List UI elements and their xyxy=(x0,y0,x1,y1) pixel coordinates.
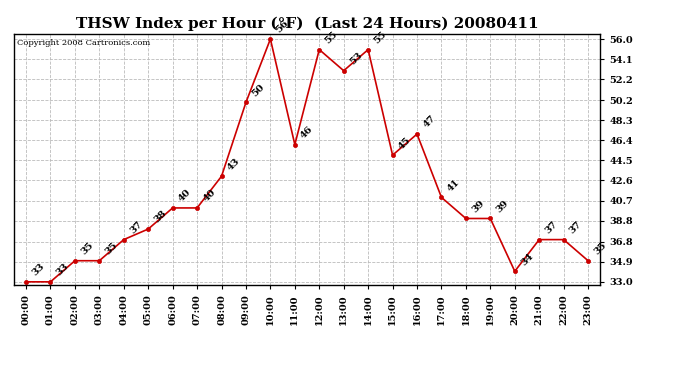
Text: 38: 38 xyxy=(152,209,168,225)
Text: 34: 34 xyxy=(519,251,535,267)
Text: 39: 39 xyxy=(495,198,511,214)
Text: 55: 55 xyxy=(324,30,339,45)
Text: 40: 40 xyxy=(177,188,193,204)
Text: 40: 40 xyxy=(201,188,217,204)
Text: 35: 35 xyxy=(592,241,608,256)
Text: 39: 39 xyxy=(470,198,486,214)
Text: 33: 33 xyxy=(55,262,70,278)
Title: THSW Index per Hour (°F)  (Last 24 Hours) 20080411: THSW Index per Hour (°F) (Last 24 Hours)… xyxy=(76,17,538,31)
Text: 45: 45 xyxy=(397,135,413,151)
Text: 56: 56 xyxy=(275,19,290,35)
Text: 47: 47 xyxy=(421,114,437,130)
Text: 35: 35 xyxy=(104,241,119,256)
Text: 37: 37 xyxy=(568,219,584,236)
Text: 55: 55 xyxy=(373,30,388,45)
Text: 41: 41 xyxy=(446,177,462,193)
Text: 33: 33 xyxy=(30,262,46,278)
Text: 53: 53 xyxy=(348,51,364,66)
Text: 37: 37 xyxy=(128,219,144,236)
Text: 50: 50 xyxy=(250,82,266,98)
Text: 46: 46 xyxy=(299,124,315,140)
Text: Copyright 2008 Cartronics.com: Copyright 2008 Cartronics.com xyxy=(17,39,150,47)
Text: 37: 37 xyxy=(543,219,560,236)
Text: 43: 43 xyxy=(226,156,241,172)
Text: 35: 35 xyxy=(79,241,95,256)
